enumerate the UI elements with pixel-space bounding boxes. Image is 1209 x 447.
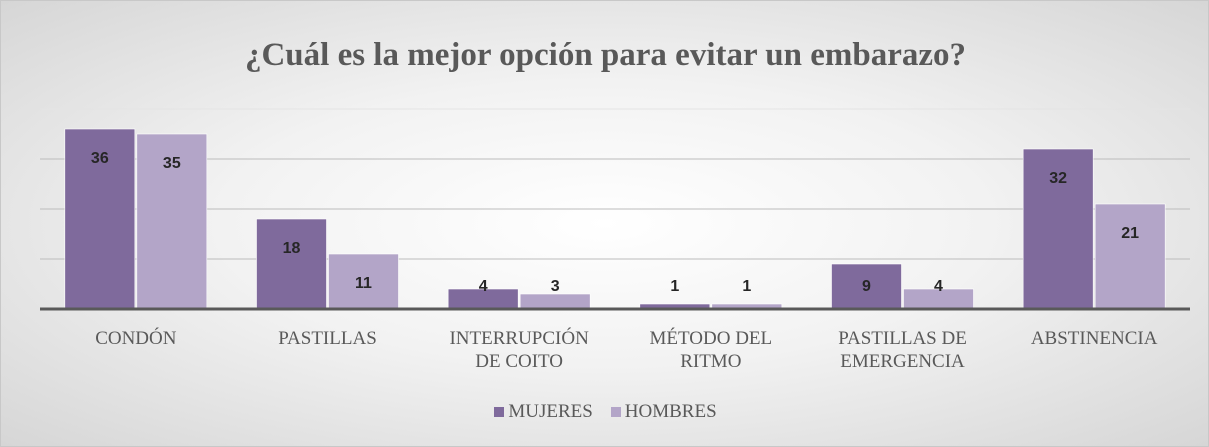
x-tick-label: ABSTINENCIA [1030,328,1158,349]
x-tick-label: INTERRUPCIÓN DE COITO [449,328,589,372]
data-label: 18 [283,240,301,257]
bar [256,218,327,310]
legend-item: HOMBRES [610,401,717,423]
data-label: 1 [742,278,751,295]
x-tick-label: PASTILLAS DE EMERGENCIA [838,328,967,372]
bar [328,253,399,310]
chart-title: ¿Cuál es la mejor opción para evitar un … [244,37,967,73]
bar [64,128,136,310]
legend: MUJERES HOMBRES [1,401,1208,423]
data-label: 4 [934,278,943,295]
data-label: 21 [1121,225,1139,242]
bar [831,263,902,310]
legend-swatch [610,407,621,417]
bar [136,133,208,310]
data-label: 9 [862,278,871,295]
x-tick-label: PASTILLAS [278,328,377,349]
bar [519,293,591,310]
legend-label: HOMBRES [624,401,717,422]
data-label: 1 [670,278,679,295]
data-label: 36 [91,150,109,167]
data-label: 32 [1049,170,1067,187]
x-tick-label: MÉTODO DEL RITMO [649,328,773,372]
legend-swatch [494,407,505,417]
legend-label: MUJERES [508,401,593,422]
x-tick-label: CONDÓN [95,328,177,349]
data-label: 4 [479,278,488,295]
legend-item: MUJERES [494,401,593,423]
data-label: 11 [355,275,372,292]
data-label: 3 [551,278,560,295]
bar [1094,203,1166,310]
data-label: 35 [163,155,181,172]
